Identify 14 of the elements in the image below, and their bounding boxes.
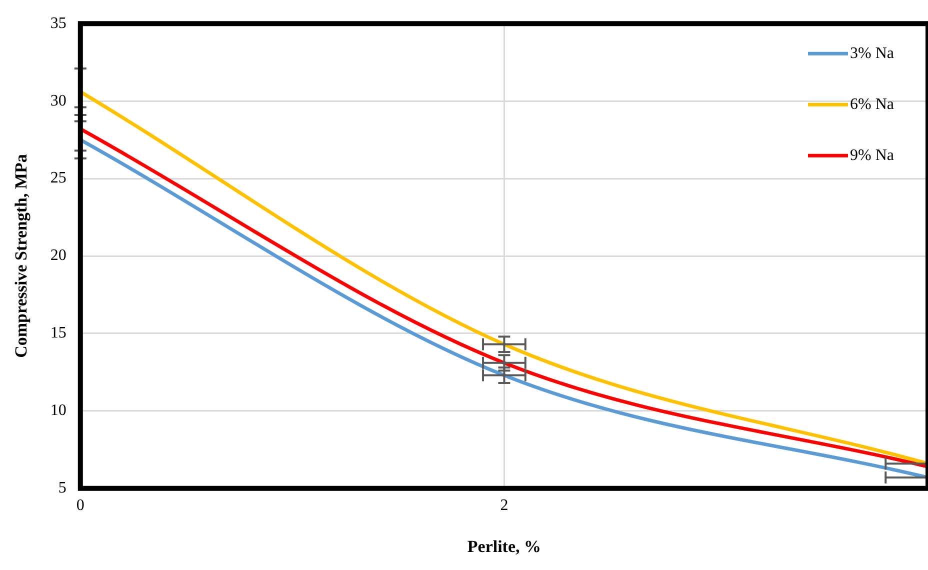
x-tick-label: 2 [500,497,508,514]
y-axis-title: Compressive Strength, MPa [12,154,31,358]
y-tick-label: 20 [50,247,66,264]
y-tick-label: 25 [50,170,66,187]
x-tick-label: 0 [76,497,84,514]
y-tick-label: 10 [50,402,66,420]
y-tick-label: 15 [50,324,66,342]
legend-label: 3% Na [850,44,894,62]
legend-label: 6% Na [850,96,894,113]
legend-label: 9% Na [850,146,894,164]
y-tick-label: 5 [58,480,66,497]
y-tick-label: 35 [50,14,66,32]
y-tick-label: 30 [50,92,66,110]
x-axis-title: Perlite, % [467,537,542,556]
